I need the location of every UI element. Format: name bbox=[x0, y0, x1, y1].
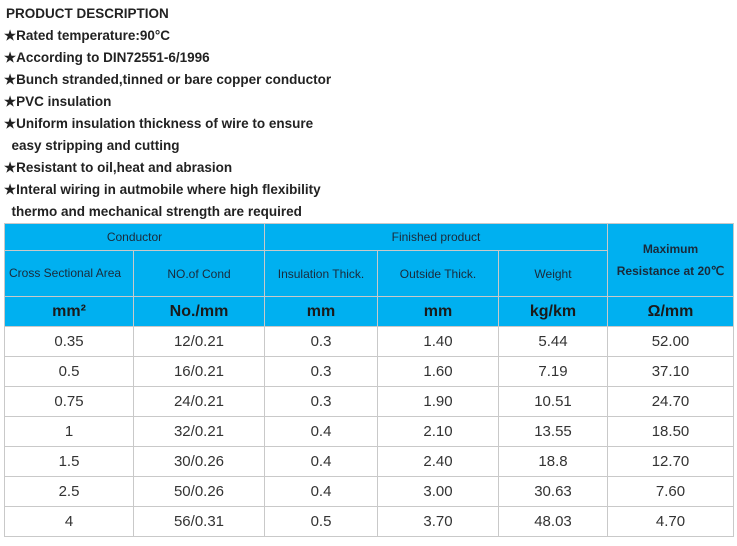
product-description: PRODUCT DESCRIPTION ★Rated temperature:9… bbox=[4, 3, 331, 223]
description-line: ★Rated temperature:90°C bbox=[4, 28, 171, 43]
unit: mm bbox=[264, 296, 378, 327]
table-cell: 18.50 bbox=[607, 416, 734, 447]
table-cell: 1 bbox=[4, 416, 134, 447]
table-cell: 32/0.21 bbox=[133, 416, 265, 447]
table-row: 0.5 16/0.21 0.3 1.60 7.19 37.10 bbox=[4, 356, 734, 387]
description-line: ★Uniform insulation thickness of wire to… bbox=[4, 116, 314, 131]
table-cell: 12.70 bbox=[607, 446, 734, 477]
table-cell: 2.5 bbox=[4, 476, 134, 507]
max-resistance-line2: Resistance at 20℃ bbox=[616, 264, 725, 278]
table-cell: 1.60 bbox=[377, 356, 499, 387]
table-row: 1 32/0.21 0.4 2.10 13.55 18.50 bbox=[4, 416, 734, 447]
table-cell: 30/0.26 bbox=[133, 446, 265, 477]
table-cell: 56/0.31 bbox=[133, 506, 265, 537]
table-cell: 0.75 bbox=[4, 386, 134, 417]
table-cell: 1.5 bbox=[4, 446, 134, 477]
table-cell: 1.40 bbox=[377, 326, 499, 357]
max-resistance-header: Maximum Resistance at 20℃ bbox=[607, 223, 734, 297]
table-cell: 24.70 bbox=[607, 386, 734, 417]
table-cell: 0.35 bbox=[4, 326, 134, 357]
table-cell: 13.55 bbox=[498, 416, 608, 447]
table-row: 4 56/0.31 0.5 3.70 48.03 4.70 bbox=[4, 506, 734, 537]
table-cell: 7.60 bbox=[607, 476, 734, 507]
table-cell: 0.4 bbox=[264, 476, 378, 507]
table-cell: 5.44 bbox=[498, 326, 608, 357]
description-line: ★Resistant to oil,heat and abrasion bbox=[4, 160, 233, 175]
table-cell: 4.70 bbox=[607, 506, 734, 537]
description-line: ★Bunch stranded,tinned or bare copper co… bbox=[4, 72, 332, 87]
table-cell: 0.3 bbox=[264, 386, 378, 417]
max-resistance-line1: Maximum bbox=[642, 242, 699, 256]
table-cell: 24/0.21 bbox=[133, 386, 265, 417]
table-cell: 16/0.21 bbox=[133, 356, 265, 387]
table-row: 1.5 30/0.26 0.4 2.40 18.8 12.70 bbox=[4, 446, 734, 477]
finished-product-header: Finished product bbox=[264, 223, 608, 251]
table-cell: 4 bbox=[4, 506, 134, 537]
unit: mm² bbox=[4, 296, 134, 327]
table-row: 0.75 24/0.21 0.3 1.90 10.51 24.70 bbox=[4, 386, 734, 417]
units-row: mm² No./mm mm mm kg/km Ω/mm bbox=[4, 296, 734, 327]
conductor-header: Conductor bbox=[4, 223, 265, 251]
unit: mm bbox=[377, 296, 499, 327]
col-outside: Outside Thick. bbox=[377, 250, 499, 297]
table-cell: 10.51 bbox=[498, 386, 608, 417]
table-cell: 2.10 bbox=[377, 416, 499, 447]
description-line: ★Interal wiring in autmobile where high … bbox=[4, 182, 321, 197]
description-line: thermo and mechanical strength are requi… bbox=[4, 204, 302, 219]
unit: kg/km bbox=[498, 296, 608, 327]
table-cell: 3.70 bbox=[377, 506, 499, 537]
unit: No./mm bbox=[133, 296, 265, 327]
unit: Ω/mm bbox=[607, 296, 734, 327]
description-line: ★According to DIN72551-6/1996 bbox=[4, 50, 210, 65]
table-cell: 3.00 bbox=[377, 476, 499, 507]
description-line: easy stripping and cutting bbox=[4, 138, 180, 153]
col-weight: Weight bbox=[498, 250, 608, 297]
col-no-of-cond: NO.of Cond bbox=[133, 250, 265, 297]
table-cell: 12/0.21 bbox=[133, 326, 265, 357]
col-insulation: Insulation Thick. bbox=[264, 250, 378, 297]
table-cell: 48.03 bbox=[498, 506, 608, 537]
description-line: ★PVC insulation bbox=[4, 94, 112, 109]
table-cell: 0.5 bbox=[4, 356, 134, 387]
table-row: 2.5 50/0.26 0.4 3.00 30.63 7.60 bbox=[4, 476, 734, 507]
table-cell: 7.19 bbox=[498, 356, 608, 387]
table-cell: 37.10 bbox=[607, 356, 734, 387]
table-cell: 1.90 bbox=[377, 386, 499, 417]
table-cell: 0.5 bbox=[264, 506, 378, 537]
table-cell: 0.3 bbox=[264, 326, 378, 357]
table-cell: 50/0.26 bbox=[133, 476, 265, 507]
table-cell: 0.3 bbox=[264, 356, 378, 387]
table-cell: 30.63 bbox=[498, 476, 608, 507]
table-cell: 52.00 bbox=[607, 326, 734, 357]
description-title: PRODUCT DESCRIPTION bbox=[6, 6, 169, 21]
col-cross-section: Cross Sectional Area bbox=[4, 250, 134, 297]
table-cell: 18.8 bbox=[498, 446, 608, 477]
table-row: 0.35 12/0.21 0.3 1.40 5.44 52.00 bbox=[4, 326, 734, 357]
table-cell: 0.4 bbox=[264, 416, 378, 447]
spec-table: Conductor Finished product Maximum Resist… bbox=[4, 223, 734, 537]
table-cell: 2.40 bbox=[377, 446, 499, 477]
table-cell: 0.4 bbox=[264, 446, 378, 477]
